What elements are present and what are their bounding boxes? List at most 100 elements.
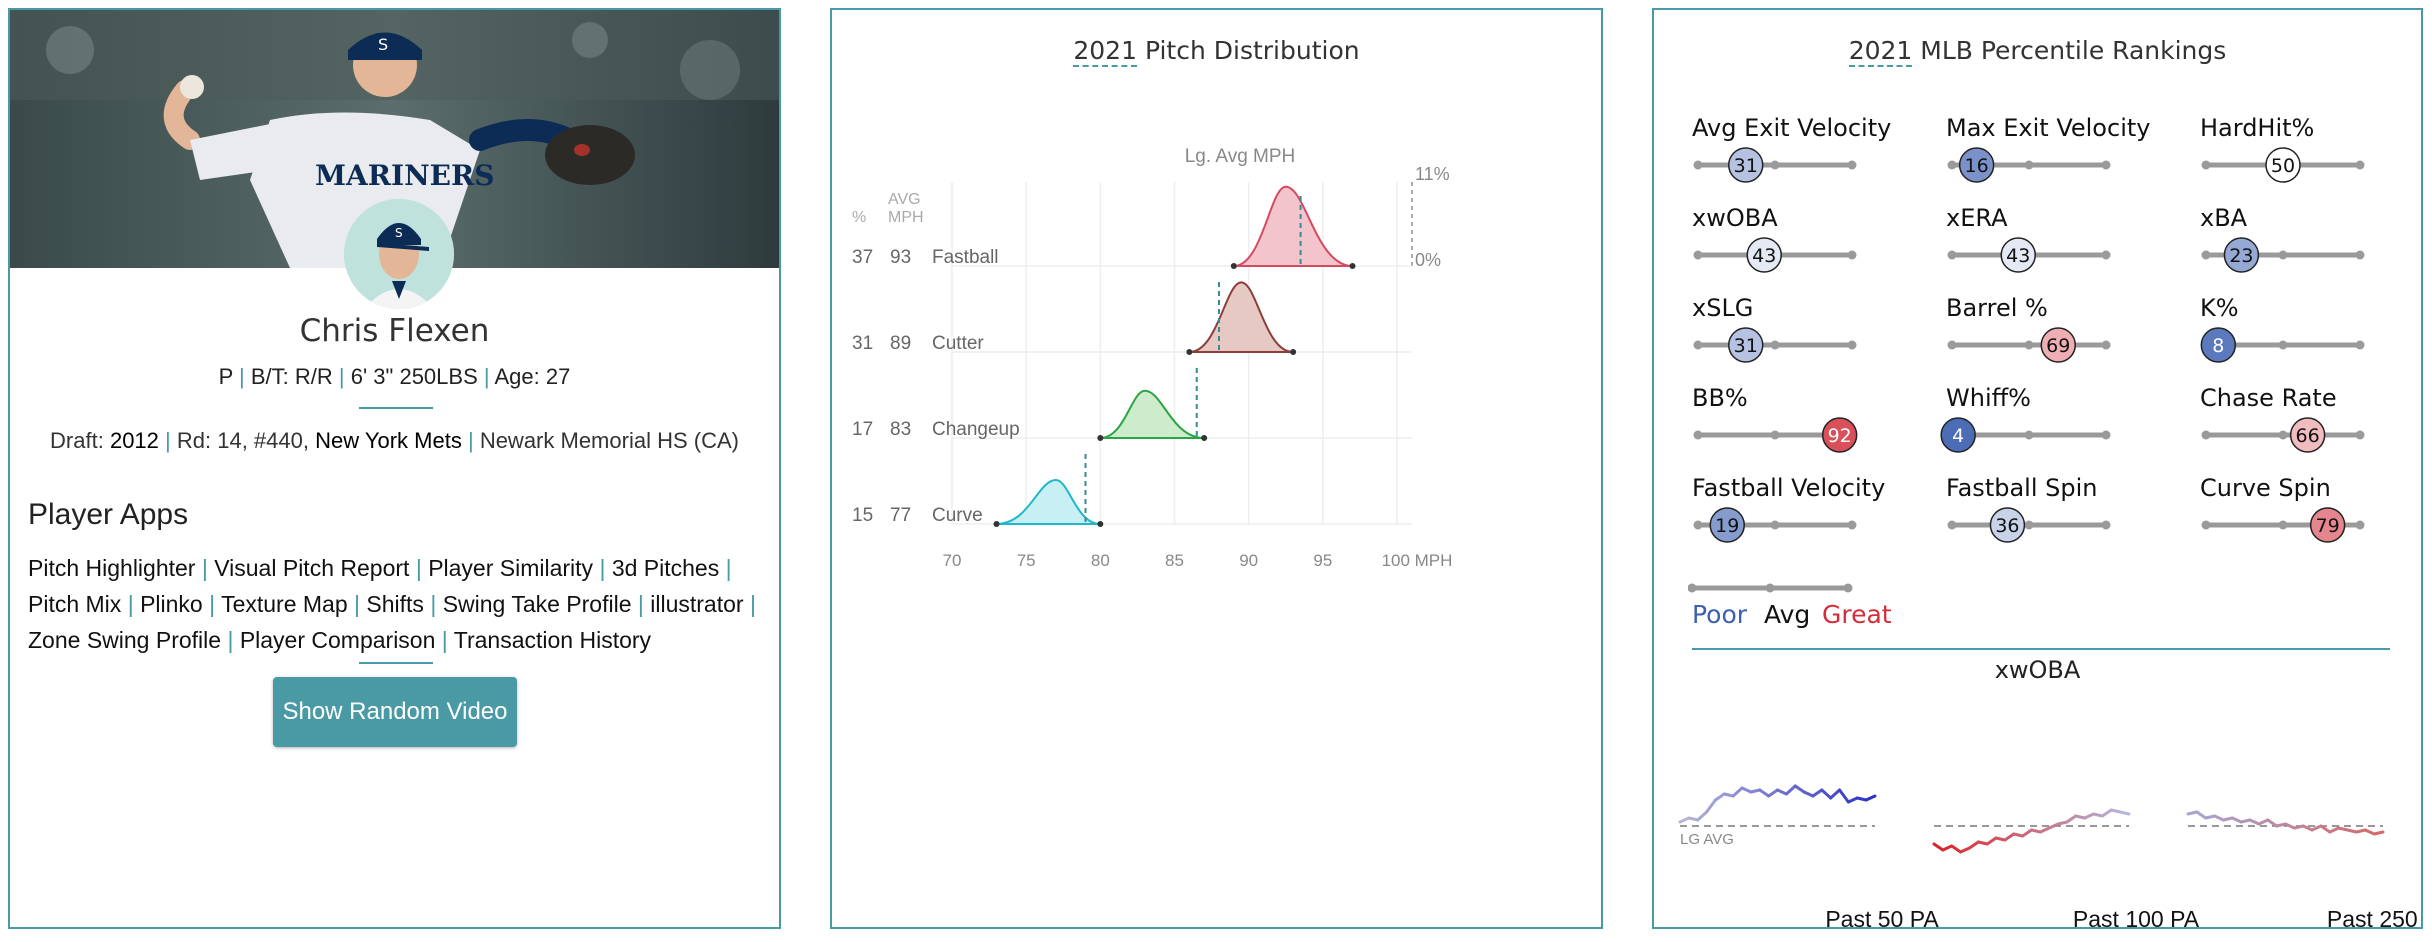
bio-bats-throws: R/R: [294, 364, 333, 389]
xwoba-trend-segment: [1793, 784, 1806, 794]
app-link-shifts[interactable]: Shifts: [366, 591, 424, 617]
app-link-texture-map[interactable]: Texture Map: [221, 591, 348, 617]
app-link-visual-pitch-report[interactable]: Visual Pitch Report: [214, 555, 410, 581]
xwoba-trend-segment: [1758, 788, 1771, 798]
xwoba-trend-segment: [2310, 824, 2323, 832]
divider: [359, 407, 433, 409]
xwoba-trend-segment: [1950, 844, 1963, 854]
percentile-slider[interactable]: 92: [1678, 410, 1878, 460]
percentile-slider[interactable]: 23: [2186, 230, 2386, 280]
percentile-slider[interactable]: 16: [1932, 140, 2132, 190]
xwoba-trend-segment: [2221, 816, 2234, 822]
xwoba-trend-segment: [2275, 822, 2287, 828]
xwoba-trend-segment: [1985, 836, 1998, 846]
svg-text:S: S: [378, 35, 388, 54]
percentile-badge: [1989, 507, 2026, 543]
past-250-pa-label: Past 250 PA: [2326, 906, 2421, 929]
percentile-slider[interactable]: 31: [1678, 320, 1878, 370]
pitch-avg-mph: 93: [890, 247, 911, 268]
metric-label: xwOBA: [1692, 204, 1778, 232]
pitch-usage-pct: 15: [852, 505, 873, 526]
percentile-badge: [2040, 327, 2077, 363]
metric-label: xBA: [2200, 204, 2248, 232]
col-header-pct: %: [852, 209, 866, 226]
jersey-wordmark: MARINERS: [315, 159, 495, 192]
app-link-plinko[interactable]: Plinko: [140, 591, 203, 617]
percentile-value: 16: [1965, 155, 1989, 177]
percentile-value: 69: [2046, 335, 2070, 357]
app-link-zone-swing-profile[interactable]: Zone Swing Profile: [28, 627, 222, 653]
app-link-transaction-history[interactable]: Transaction History: [453, 627, 652, 653]
app-link-swing-take-profile[interactable]: Swing Take Profile: [442, 591, 632, 617]
xwoba-trend-segment: [1713, 792, 1726, 802]
xwoba-trend-segment: [2204, 814, 2217, 820]
percentile-slider[interactable]: 36: [1932, 500, 2132, 550]
xwoba-trend-segment: [2328, 826, 2341, 834]
percentile-slider[interactable]: 43: [1932, 230, 2132, 280]
percentile-badge: [2223, 237, 2260, 273]
xwoba-trend-segment: [1855, 796, 1868, 802]
x-tick-label: 95: [1313, 551, 1332, 570]
metric-label: HardHit%: [2200, 114, 2315, 142]
divider: [359, 662, 433, 664]
percentile-value: 50: [2271, 155, 2295, 177]
xwoba-trend-segment: [1705, 798, 1717, 814]
xwoba-trend-segment: [2292, 824, 2305, 830]
xwoba-trend-segment: [2230, 816, 2243, 824]
xwoba-trend-segment: [1976, 840, 1989, 846]
percentile-slider[interactable]: 50: [2186, 140, 2386, 190]
percentile-slider[interactable]: 66: [2186, 410, 2386, 460]
percentile-rankings-title: 2021 MLB Percentile Rankings: [1848, 36, 2227, 67]
percentile-value: 92: [1828, 425, 1852, 447]
pitch-density-curve[interactable]: [1189, 281, 1294, 353]
metric-label: Chase Rate: [2200, 384, 2337, 412]
percentile-slider[interactable]: 79: [2186, 500, 2386, 550]
pitch-density-curve[interactable]: [1100, 389, 1205, 439]
x-tick-label: 90: [1239, 551, 1258, 570]
xwoba-trend-segment: [2239, 818, 2252, 824]
percentile-badge: [2289, 417, 2326, 453]
xwoba-trend-segment: [2012, 832, 2025, 838]
season-year[interactable]: 2021: [1073, 36, 1137, 67]
xwoba-trend-segment: [1846, 796, 1859, 804]
app-link-player-similarity[interactable]: Player Similarity: [428, 555, 594, 581]
pitch-avg-mph: 89: [890, 333, 911, 354]
percentile-slider[interactable]: 4: [1932, 410, 2132, 460]
percentile-value: 31: [1734, 335, 1758, 357]
xwoba-trend-segment: [2109, 808, 2122, 814]
xwoba-trend-segment: [1749, 788, 1762, 794]
percentile-badge: [2265, 147, 2301, 183]
pitch-density-curve[interactable]: [996, 478, 1101, 525]
percentile-slider[interactable]: 43: [1678, 230, 1878, 280]
percentile-slider[interactable]: 69: [1932, 320, 2132, 370]
percentile-badge: [2200, 327, 2237, 363]
app-link-pitch-highlighter[interactable]: Pitch Highlighter: [28, 555, 196, 581]
percentile-slider[interactable]: 31: [1678, 140, 1878, 190]
pitch-type-label: Cutter: [932, 333, 984, 354]
percentile-rankings-panel: 2021 MLB Percentile Rankings Avg Exit Ve…: [1652, 8, 2423, 929]
xwoba-trend-segment: [2030, 828, 2042, 834]
season-year[interactable]: 2021: [1848, 36, 1913, 67]
xwoba-sparklines: LG AVG: [1678, 784, 2385, 854]
metric-label: xERA: [1946, 204, 2008, 232]
percentile-value: 43: [1752, 245, 1776, 267]
range-endpoint: [1349, 263, 1356, 269]
pitch-density-curve[interactable]: [1233, 185, 1353, 267]
app-link-player-comparison[interactable]: Player Comparison: [239, 627, 436, 653]
app-link-pitch-mix[interactable]: Pitch Mix: [28, 591, 122, 617]
app-link-illustrator[interactable]: illustrator: [650, 591, 744, 617]
pitch-type-label: Changeup: [932, 419, 1020, 440]
past-50-pa-label: Past 50 PA: [1825, 906, 1939, 929]
show-random-video-button[interactable]: Show Random Video: [273, 677, 517, 747]
player-headshot: S: [344, 199, 454, 309]
metric-label: Barrel %: [1946, 294, 2048, 322]
draft-info: Draft: 2012 | Rd: 14, #440, New York Met…: [50, 428, 739, 453]
x-tick-label: 75: [1017, 551, 1036, 570]
app-link-3d-pitches[interactable]: 3d Pitches: [611, 555, 720, 581]
lg-avg-label: LG AVG: [1680, 831, 1734, 848]
metric-label: Max Exit Velocity: [1946, 114, 2151, 142]
draft-round-pick: Rd: 14, #440,: [176, 428, 309, 453]
xwoba-trend-segment: [2100, 808, 2113, 818]
percentile-slider[interactable]: 8: [2186, 320, 2386, 370]
percentile-slider[interactable]: 19: [1678, 500, 1878, 550]
